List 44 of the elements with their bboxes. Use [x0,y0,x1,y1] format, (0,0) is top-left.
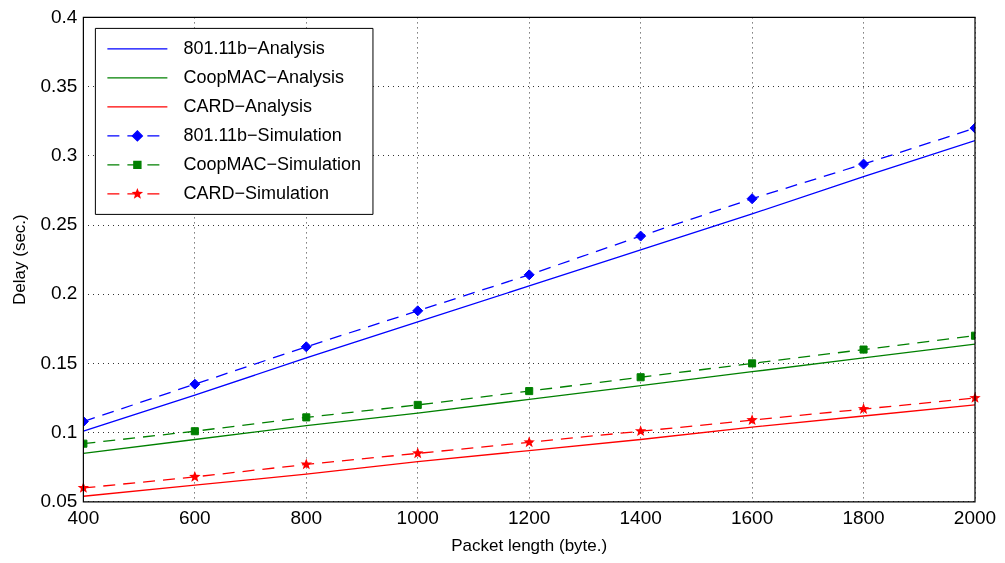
x-axis-title: Packet length (byte.) [451,536,608,556]
legend-label: CoopMAC−Simulation [183,153,361,174]
y-tick-label: 0.1 [50,420,78,442]
x-tick-label: 800 [290,507,323,529]
point [858,158,870,170]
x-tick-label: 1600 [730,507,774,529]
point [636,373,645,382]
y-tick-label: 0.4 [50,5,78,27]
x-tick-label: 2000 [953,507,997,529]
point [746,193,758,205]
point [859,345,868,354]
legend-label: 801.11b−Simulation [183,124,342,145]
x-tick-label: 1000 [396,507,439,529]
x-tick-label: 600 [178,507,211,529]
legend-label: 801.11b−Analysis [183,37,325,58]
point [189,378,201,390]
point [190,427,199,436]
y-tick-label: 0.15 [40,351,78,373]
point [523,436,535,448]
point [300,458,312,470]
x-tick-label: 1200 [508,507,551,529]
x-tick-label: 1800 [842,507,885,529]
point [635,230,647,242]
y-axis-title: Delay (sec.) [9,214,29,305]
y-tick-label: 0.25 [40,213,78,235]
point [189,470,201,482]
x-tick-label: 1400 [619,507,662,529]
point [302,413,311,422]
point [412,305,424,317]
point [413,400,422,409]
point [748,359,757,368]
legend-label: CARD−Analysis [183,95,312,116]
y-tick-label: 0.3 [50,144,78,166]
point [634,425,647,437]
point [523,269,535,281]
point [746,414,758,425]
point [412,447,424,459]
point [857,403,870,414]
legend-label: CoopMAC−Analysis [183,66,344,87]
y-tick-label: 0.2 [50,282,78,304]
y-tick-label: 0.35 [40,74,78,96]
point [525,387,534,396]
point [300,341,312,353]
legend-label: CARD−Simulation [183,182,329,203]
